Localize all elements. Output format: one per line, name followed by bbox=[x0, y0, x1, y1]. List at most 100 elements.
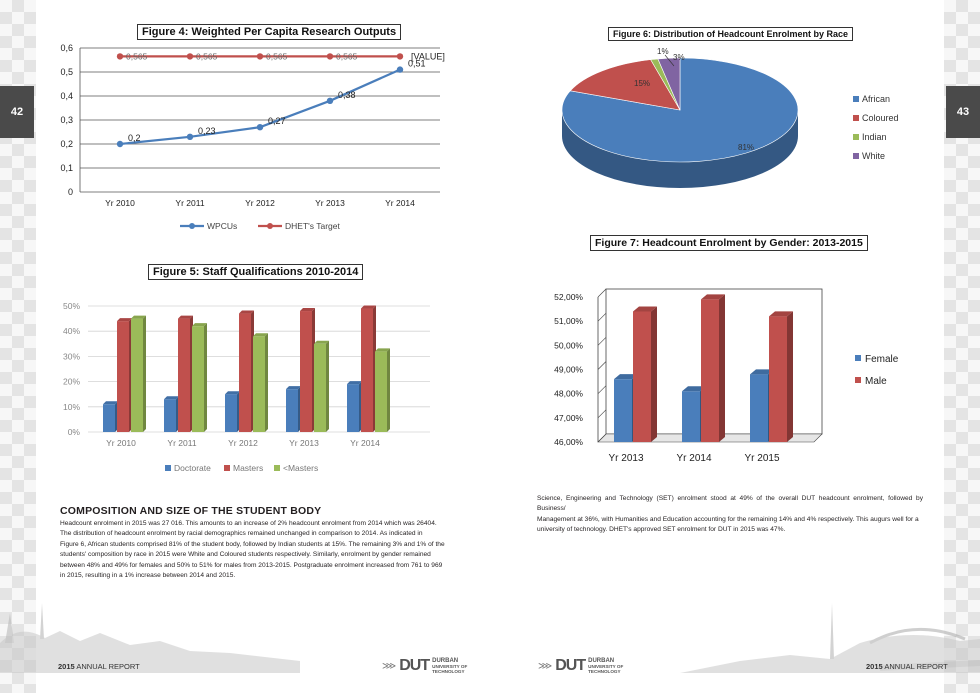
left-line: The distribution of headcount enrolment … bbox=[60, 530, 423, 538]
bar-top-masters bbox=[117, 318, 132, 322]
y-tick-mark bbox=[597, 385, 607, 394]
slice-label: 3% bbox=[673, 53, 685, 62]
y-tick-label: 50% bbox=[63, 301, 80, 311]
bar-side-lt_masters bbox=[387, 348, 390, 432]
logo-text: DURBAN UNIVERSITY OF TECHNOLOGY bbox=[432, 657, 468, 674]
right-line: Science, Engineering and Technology (SET… bbox=[537, 495, 923, 513]
footer-left: 2015 ANNUAL REPORT bbox=[58, 662, 140, 671]
y-tick-label: 49,00% bbox=[554, 365, 583, 375]
data-label: 0,2 bbox=[128, 133, 141, 143]
x-tick-label: Yr 2013 bbox=[315, 198, 345, 208]
bar-male bbox=[633, 311, 651, 442]
fig7-title: Figure 7: Headcount Enrolment by Gender:… bbox=[590, 235, 868, 251]
y-tick-label: 50,00% bbox=[554, 340, 583, 350]
y-tick-label: 0% bbox=[68, 427, 81, 437]
y-tick-label: 0,3 bbox=[60, 115, 73, 125]
pie-slice-coloured bbox=[569, 59, 681, 111]
slice-leader-line bbox=[664, 54, 675, 67]
y-tick-label: 46,00% bbox=[554, 437, 583, 447]
data-point-target bbox=[326, 53, 334, 60]
bar-female bbox=[750, 374, 768, 442]
bar-male bbox=[701, 299, 719, 442]
data-label: 0,565 bbox=[266, 51, 288, 61]
pie-slice-african bbox=[561, 57, 799, 163]
bar-top-lt_masters bbox=[131, 315, 146, 319]
data-point-target bbox=[396, 53, 404, 60]
legend-marker bbox=[189, 223, 195, 229]
y-tick-label: 0 bbox=[68, 187, 73, 197]
bar-doctorate bbox=[286, 389, 298, 432]
left-paragraph: Headcount enrolment in 2015 was 27 016. … bbox=[60, 519, 462, 581]
data-label: [VALUE] bbox=[411, 51, 445, 61]
bar-masters bbox=[300, 311, 312, 432]
x-tick-label: Yr 2015 bbox=[744, 453, 779, 464]
bar-top-lt_masters bbox=[253, 333, 268, 337]
data-point-target bbox=[186, 53, 194, 60]
y-tick-label: 47,00% bbox=[554, 413, 583, 423]
page-number-right: 43 bbox=[946, 86, 980, 138]
data-label: 0,565 bbox=[336, 51, 358, 61]
legend-label: Male bbox=[865, 376, 887, 387]
x-tick-label: Yr 2014 bbox=[385, 198, 415, 208]
legend-label: White bbox=[862, 151, 885, 161]
bar-side-male bbox=[787, 311, 793, 442]
bar-top-female bbox=[750, 369, 774, 375]
y-tick-label: 51,00% bbox=[554, 316, 583, 326]
y-tick-mark bbox=[597, 433, 607, 443]
bar-top-doctorate bbox=[103, 401, 118, 405]
bar-top-masters bbox=[239, 310, 254, 314]
legend-swatch bbox=[853, 153, 859, 159]
dut-logo-left: ⋙ DUT DURBAN UNIVERSITY OF TECHNOLOGY bbox=[382, 657, 467, 675]
y-tick-mark bbox=[597, 288, 607, 298]
bar-top-lt_masters bbox=[314, 340, 329, 344]
legend-label: Indian bbox=[862, 132, 887, 142]
left-line: students' composition by race in 2015 we… bbox=[60, 551, 431, 559]
pie-side-african bbox=[562, 110, 798, 188]
bar-top-doctorate bbox=[286, 386, 301, 390]
x-tick-label: Yr 2013 bbox=[289, 438, 319, 448]
legend-label: WPCUs bbox=[207, 221, 237, 231]
x-tick-label: Yr 2011 bbox=[167, 438, 196, 448]
y-tick-label: 52,00% bbox=[554, 292, 583, 302]
bar-masters bbox=[239, 313, 251, 432]
bar-top-doctorate bbox=[347, 381, 362, 385]
y-tick-label: 0,2 bbox=[60, 139, 73, 149]
bar-lt_masters bbox=[253, 336, 265, 432]
bar-top-doctorate bbox=[225, 391, 240, 395]
footer-year: 2015 bbox=[58, 662, 75, 671]
bar-top-male bbox=[701, 294, 725, 300]
legend-swatch bbox=[855, 377, 861, 383]
y-tick-mark bbox=[597, 361, 607, 370]
data-point-wpcus bbox=[256, 124, 264, 131]
x-tick-label: Yr 2010 bbox=[105, 198, 135, 208]
bar-lt_masters bbox=[375, 351, 387, 432]
bar-top-masters bbox=[300, 308, 315, 312]
y-tick-label: 0,6 bbox=[60, 43, 73, 53]
data-point-wpcus bbox=[116, 140, 124, 148]
legend-swatch bbox=[853, 134, 859, 140]
bar-top-masters bbox=[361, 305, 376, 309]
data-point-target bbox=[116, 53, 124, 60]
bar-female bbox=[614, 379, 632, 442]
bar-top-male bbox=[769, 311, 793, 317]
pie-slice-white bbox=[657, 57, 681, 111]
legend-label: Doctorate bbox=[174, 463, 211, 473]
left-line: between 48% and 49% for females and 50% … bbox=[60, 561, 443, 569]
series-line-wpcus bbox=[119, 68, 401, 146]
bar-lt_masters bbox=[314, 343, 326, 432]
bar-top-lt_masters bbox=[192, 323, 207, 327]
dut-chevron-icon: ⋙ bbox=[382, 660, 397, 672]
legend-label: Coloured bbox=[862, 113, 899, 123]
data-label: 0,23 bbox=[198, 126, 216, 136]
footer-report: ANNUAL REPORT bbox=[884, 662, 948, 671]
y-tick-label: 0,5 bbox=[60, 67, 73, 77]
x-tick-label: Yr 2012 bbox=[245, 198, 275, 208]
legend-label: DHET's Target bbox=[285, 221, 340, 231]
fig7-bar-chart: 52,00% 51,00% 50,00% 49,00% 48,00% 47,00% 46,0… bbox=[554, 288, 899, 464]
legend-label: <Masters bbox=[283, 463, 318, 473]
data-label: 0,565 bbox=[196, 51, 218, 61]
x-tick-label: Yr 2014 bbox=[676, 453, 711, 464]
bar-top-masters bbox=[178, 315, 193, 319]
bar-doctorate bbox=[347, 384, 359, 432]
bar-masters bbox=[361, 308, 373, 432]
